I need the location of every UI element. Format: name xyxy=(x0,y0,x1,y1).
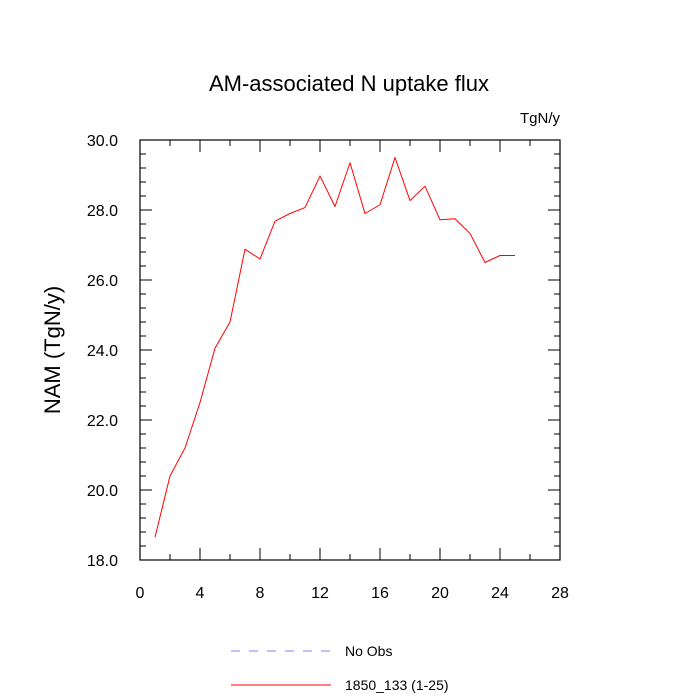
y-tick-label: 22.0 xyxy=(87,413,118,430)
x-tick-label: 28 xyxy=(551,585,569,602)
legend: No Obs 1850_133 (1-25) xyxy=(231,643,449,693)
x-tick-label: 16 xyxy=(371,585,389,602)
plot-frame xyxy=(139,139,561,561)
x-tick-label: 20 xyxy=(431,585,449,602)
x-tick-label: 8 xyxy=(256,585,265,602)
y-tick-label: 24.0 xyxy=(87,343,118,360)
series-line-1850-133 xyxy=(154,157,515,538)
tick-labels: 0 4 8 12 16 20 24 28 18.0 20.0 22.0 24.0 26.0 28.0 30.… xyxy=(87,133,569,602)
units-label: TgN/y xyxy=(520,110,561,127)
legend-label-1850-133: 1850_133 (1-25) xyxy=(345,677,449,693)
legend-label-no-obs: No Obs xyxy=(345,643,392,659)
series-group xyxy=(154,157,515,538)
axis-ticks xyxy=(139,139,561,561)
x-tick-label: 12 xyxy=(311,585,329,602)
y-tick-label: 18.0 xyxy=(87,553,118,570)
x-tick-label: 0 xyxy=(136,585,145,602)
x-tick-label: 24 xyxy=(491,585,509,602)
y-tick-label: 20.0 xyxy=(87,483,118,500)
x-tick-label: 4 xyxy=(196,585,205,602)
y-axis-label: NAM (TgN/y) xyxy=(40,286,65,414)
y-tick-label: 26.0 xyxy=(87,273,118,290)
y-tick-label: 28.0 xyxy=(87,203,118,220)
chart-title: AM-associated N uptake flux xyxy=(209,71,489,96)
y-tick-label: 30.0 xyxy=(87,133,118,150)
